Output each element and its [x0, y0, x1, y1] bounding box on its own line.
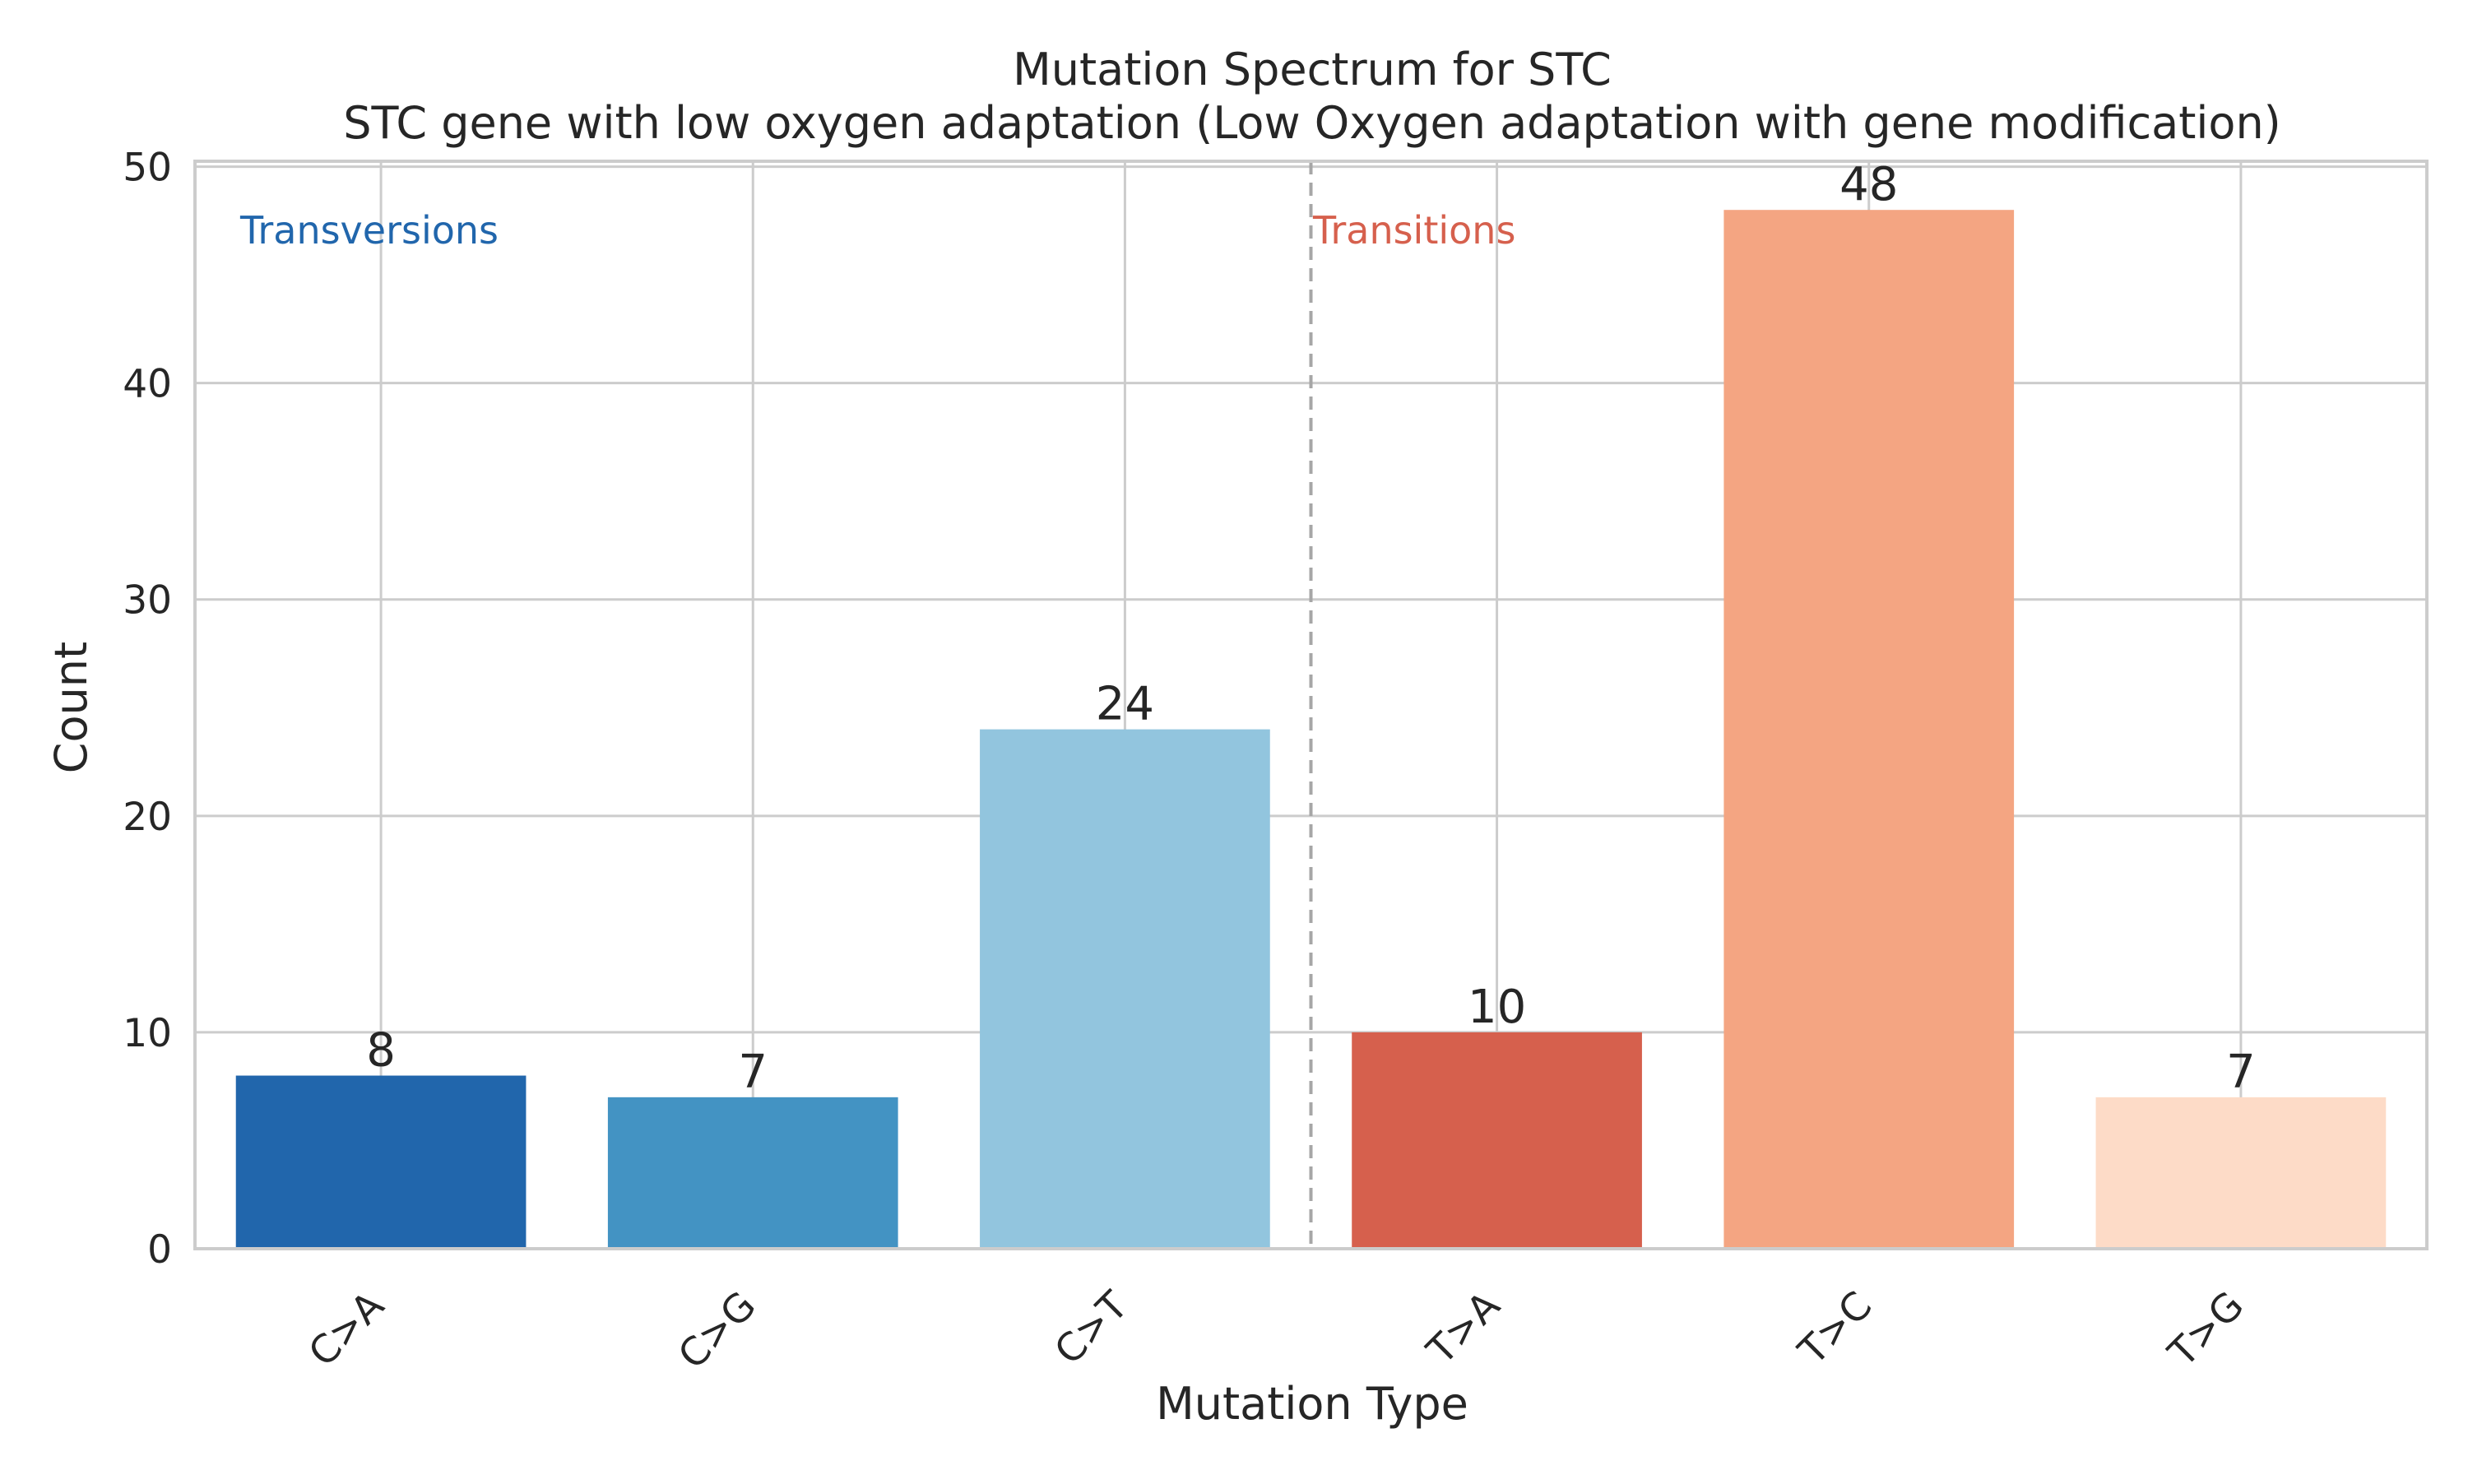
data-label: 8: [366, 1024, 396, 1078]
bar-t-to-a: [1352, 1032, 1642, 1249]
chart-subtitle: STC gene with low oxygen adaptation (Low…: [343, 97, 2281, 149]
y-tick-label: 50: [123, 146, 172, 191]
x-tick-label: T>G: [2160, 1283, 2253, 1377]
y-tick-label: 40: [123, 362, 172, 407]
bar-c-to-t: [980, 729, 1270, 1249]
y-tick-label: 20: [123, 795, 172, 840]
x-tick-label: C>T: [1046, 1282, 1137, 1373]
x-tick-label: T>A: [1418, 1283, 1509, 1374]
y-tick-label: 30: [123, 578, 172, 624]
data-label: 10: [1468, 981, 1526, 1034]
bar-c-to-g: [607, 1097, 898, 1249]
bar-layer: [235, 210, 2387, 1249]
y-axis-label: Count: [45, 642, 97, 773]
chart-title: Mutation Spectrum for STC: [1013, 44, 1612, 95]
x-tick-label: C>A: [300, 1283, 393, 1376]
bar-c-to-a: [235, 1075, 527, 1249]
transitions-label: Transitions: [1312, 208, 1515, 253]
bar-t-to-c: [1723, 210, 2015, 1249]
data-label: 48: [1839, 158, 1898, 211]
data-label: 24: [1096, 678, 1154, 731]
plot-frame: [193, 160, 2429, 1250]
x-tick-label: T>C: [1789, 1283, 1881, 1375]
bar-t-to-g: [2095, 1097, 2387, 1249]
x-axis-label: Mutation Type: [1156, 1378, 1468, 1430]
y-tick-label: 10: [123, 1011, 172, 1056]
y-tick-label: 0: [147, 1227, 172, 1273]
x-tick-label: C>G: [670, 1283, 765, 1379]
label-layer: 8 7 24 10 48 7: [366, 158, 2255, 1099]
data-label: 7: [738, 1046, 768, 1099]
transversions-label: Transversions: [239, 208, 499, 253]
data-label: 7: [2226, 1046, 2256, 1099]
